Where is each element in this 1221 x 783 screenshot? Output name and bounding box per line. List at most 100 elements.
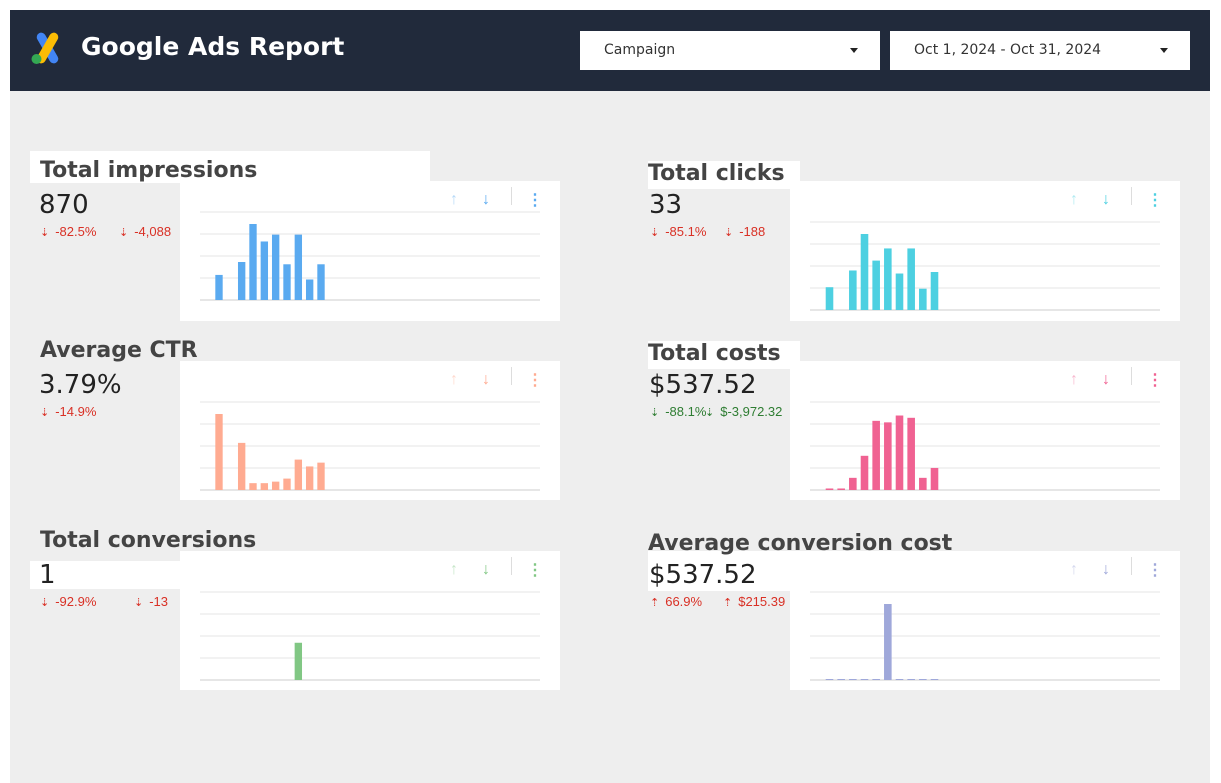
conversions-delta-absolute-value: -13: [149, 594, 169, 609]
costs-scorecard: [790, 361, 1180, 500]
arrow-down-icon[interactable]: ↓: [1102, 561, 1110, 578]
clicks-delta-percent: ⇣ -85.1%: [650, 224, 706, 239]
clicks-bar-5: [860, 234, 869, 310]
conv-cost-label-background: [648, 551, 800, 591]
impressions-bar-9: [294, 234, 303, 300]
impressions-bar-5: [249, 224, 257, 300]
costs-bar-6: [872, 420, 880, 490]
report-header: Google Ads Report Campaign Oct 1, 2024 -…: [10, 10, 1210, 91]
arrow-down-icon[interactable]: ↓: [482, 371, 490, 388]
more-vert-icon[interactable]: ⋮: [1147, 192, 1163, 209]
caret-down-icon: [1160, 48, 1168, 53]
clicks-label: Total clicks: [648, 161, 785, 186]
controls-divider: [511, 367, 512, 385]
conv-cost-bar-3: [837, 679, 845, 680]
impressions-bar-chart: [200, 211, 540, 301]
clicks-bar-9: [907, 248, 915, 310]
impressions-bar-7: [271, 234, 280, 300]
conv-cost-bar-6: [872, 679, 880, 680]
clicks-value: 33: [649, 190, 683, 220]
date-range-dropdown[interactable]: Oct 1, 2024 - Oct 31, 2024: [890, 31, 1190, 70]
ctr-bar-8: [283, 478, 291, 490]
clicks-delta-percent-value: -85.1%: [665, 224, 707, 239]
more-vert-icon[interactable]: ⋮: [527, 372, 543, 389]
ctr-value: 3.79%: [39, 370, 122, 400]
ctr-bar-9: [294, 459, 303, 490]
costs-delta-percent: ⇣ -88.1%: [650, 404, 706, 419]
google-ads-logo: [31, 32, 59, 64]
conversions-value: 1: [39, 560, 56, 590]
impressions-label-background: [30, 151, 430, 183]
conv-cost-bar-9: [907, 679, 915, 680]
trend-up-icon: ⇡: [650, 597, 660, 609]
costs-bar-11: [930, 467, 939, 490]
conv-cost-bar-chart: [810, 591, 1160, 681]
clicks-bar-10: [919, 288, 927, 310]
conv-cost-bar-11: [930, 679, 939, 680]
campaign-dropdown[interactable]: Campaign: [580, 31, 880, 70]
more-vert-icon[interactable]: ⋮: [527, 562, 543, 579]
controls-divider: [511, 557, 512, 575]
costs-bar-5: [860, 455, 869, 490]
costs-delta-absolute-value: $-3,972.32: [720, 404, 783, 419]
conv-cost-scorecard: [790, 551, 1180, 690]
conversions-label-background: [30, 561, 190, 589]
more-vert-icon[interactable]: ⋮: [1147, 372, 1163, 389]
ctr-bar-7: [271, 481, 280, 490]
more-vert-icon[interactable]: ⋮: [527, 192, 543, 209]
trend-down-icon: ⇣: [40, 227, 50, 239]
conversions-scorecard: [180, 551, 560, 690]
arrow-up-icon[interactable]: ↑: [1070, 371, 1078, 388]
costs-bar-4: [849, 477, 857, 490]
costs-label-background: [648, 341, 800, 369]
costs-value: $537.52: [649, 370, 757, 400]
costs-label: Total costs: [648, 341, 781, 366]
impressions-bar-4: [237, 262, 246, 300]
conversions-delta-percent-value: -92.9%: [55, 594, 97, 609]
impressions-bar-10: [305, 279, 314, 300]
report-page: Google Ads Report Campaign Oct 1, 2024 -…: [10, 10, 1210, 783]
conv-cost-value: $537.52: [649, 560, 757, 590]
costs-bar-chart: [810, 401, 1160, 491]
trend-down-icon: ⇣: [650, 407, 660, 419]
clicks-bar-2: [825, 287, 834, 310]
arrow-down-icon[interactable]: ↓: [1102, 191, 1110, 208]
ctr-bar-5: [249, 483, 257, 490]
trend-down-icon: ⇣: [705, 407, 715, 419]
trend-up-icon: ⇡: [723, 597, 733, 609]
more-vert-icon[interactable]: ⋮: [1147, 562, 1163, 579]
arrow-down-icon[interactable]: ↓: [482, 561, 490, 578]
arrow-up-icon[interactable]: ↑: [450, 191, 458, 208]
conversions-bar-chart: [200, 591, 540, 681]
arrow-down-icon[interactable]: ↓: [1102, 371, 1110, 388]
costs-bar-3: [837, 488, 845, 490]
clicks-bar-6: [872, 260, 880, 310]
arrow-up-icon[interactable]: ↑: [450, 561, 458, 578]
report-title: Google Ads Report: [81, 32, 345, 61]
costs-bar-10: [919, 477, 927, 490]
impressions-delta-percent: ⇣ -82.5%: [40, 224, 96, 239]
costs-bar-7: [884, 422, 892, 490]
conv-cost-bar-8: [895, 679, 904, 680]
conv-cost-delta-absolute-value: $215.39: [738, 594, 786, 609]
trend-down-icon: ⇣: [119, 227, 129, 239]
conversions-label: Total conversions: [40, 528, 257, 553]
impressions-delta-absolute-value: -4,088: [134, 224, 172, 239]
conversions-delta-absolute: ⇣ -13: [134, 594, 168, 609]
caret-down-icon: [850, 48, 858, 53]
clicks-bar-4: [849, 270, 857, 310]
conv-cost-label: Average conversion cost: [648, 531, 953, 556]
arrow-up-icon[interactable]: ↑: [1070, 561, 1078, 578]
clicks-label-background: [648, 161, 800, 189]
costs-bar-9: [907, 417, 915, 490]
arrow-up-icon[interactable]: ↑: [1070, 191, 1078, 208]
trend-down-icon: ⇣: [40, 407, 50, 419]
arrow-up-icon[interactable]: ↑: [450, 371, 458, 388]
trend-down-icon: ⇣: [40, 597, 50, 609]
impressions-delta-percent-value: -82.5%: [55, 224, 97, 239]
impressions-delta-absolute: ⇣ -4,088: [119, 224, 171, 239]
costs-bar-2: [825, 488, 834, 490]
arrow-down-icon[interactable]: ↓: [482, 191, 490, 208]
costs-bar-8: [895, 415, 904, 490]
controls-divider: [1131, 367, 1132, 385]
